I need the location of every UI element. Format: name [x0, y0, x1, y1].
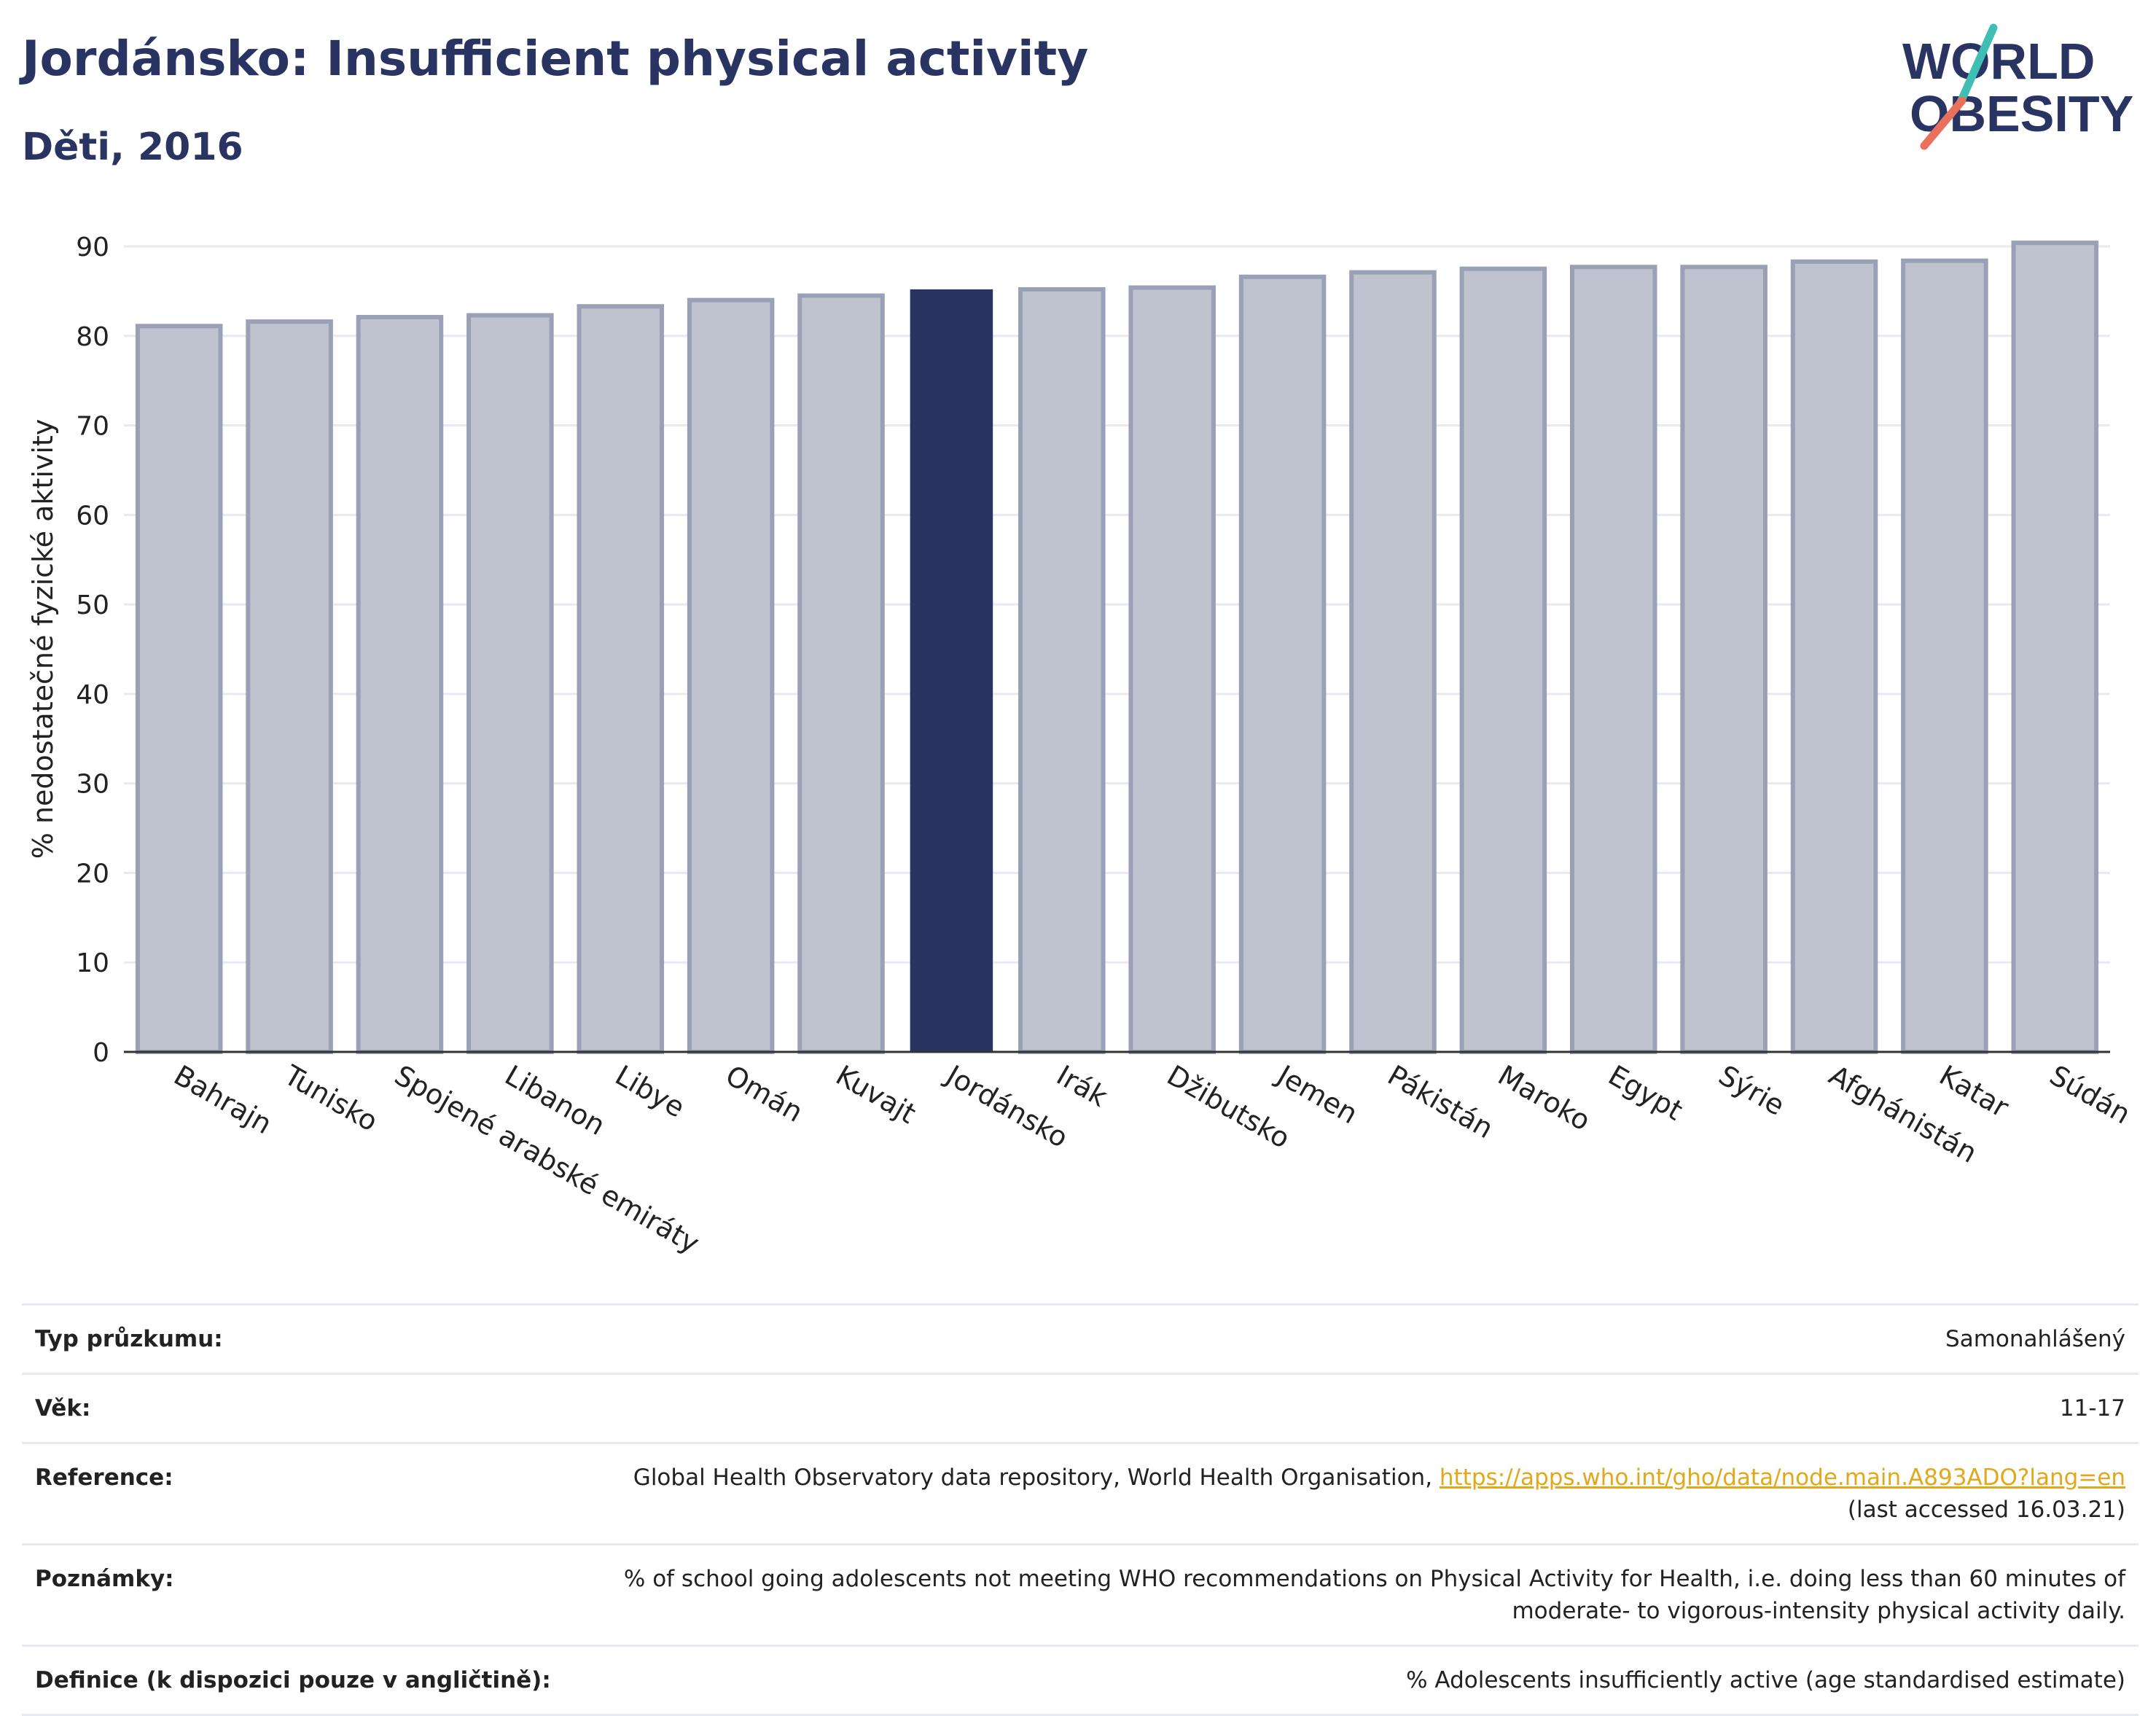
meta-row-notes: Poznámky: % of school going adolescents …	[22, 1544, 2139, 1647]
meta-label-definition: Definice (k dispozici pouze v angličtině…	[22, 1645, 564, 1716]
logo-slash-coral	[1920, 96, 1966, 150]
x-tick-label: Jordánsko	[940, 1058, 1074, 1154]
logo-slash-teal	[1956, 23, 1998, 106]
bar-highlight	[910, 289, 993, 1052]
meta-value-definition: % Adolescents insufficiently active (age…	[563, 1645, 2139, 1716]
bar	[1790, 259, 1878, 1055]
x-tick-label: Bahrajn	[168, 1059, 277, 1141]
bar	[466, 313, 554, 1055]
reference-accessed: (last accessed 16.03.21)	[1847, 1497, 2125, 1523]
meta-label-notes: Poznámky:	[22, 1544, 564, 1647]
meta-label-age: Věk:	[22, 1373, 564, 1444]
meta-label-survey: Typ průzkumu:	[22, 1303, 564, 1375]
bar	[1349, 270, 1437, 1054]
y-tick-label: 10	[76, 948, 109, 978]
bar	[1128, 285, 1216, 1054]
y-tick-label: 70	[76, 412, 109, 442]
bar-chart: 0 10 20 30 40 50 60 70 80 90 % nedostatečné fyzick…	[27, 233, 2136, 1260]
y-tick-label: 30	[76, 770, 109, 800]
page-subtitle: Děti, 2016	[22, 125, 243, 169]
meta-value-age: 11-17	[563, 1373, 2139, 1444]
page-title: Jordánsko: Insufficient physical activit…	[22, 31, 1089, 87]
meta-row-survey: Typ průzkumu: Samonahlášený	[22, 1303, 2139, 1375]
bar	[1459, 266, 1547, 1054]
x-tick-label: Džibutsko	[1162, 1059, 1296, 1155]
meta-label-reference: Reference:	[22, 1443, 564, 1545]
x-tick-label: Tunisko	[278, 1058, 383, 1138]
logo-word-obesity: OBESITY	[1910, 85, 2133, 142]
bar	[135, 324, 223, 1054]
bar	[687, 297, 775, 1055]
x-tick-label: Maroko	[1493, 1059, 1596, 1137]
y-tick-label: 40	[76, 680, 109, 710]
y-tick-label: 20	[76, 859, 109, 889]
meta-row-age: Věk: 11-17	[22, 1373, 2139, 1444]
bar	[1018, 286, 1106, 1054]
y-tick-label: 0	[93, 1038, 109, 1068]
x-tick-label: Pákistán	[1382, 1059, 1499, 1145]
x-tick-label: Súdán	[2044, 1059, 2136, 1131]
bar	[1901, 258, 1988, 1055]
bar	[2011, 241, 2099, 1055]
y-tick-label: 80	[76, 322, 109, 352]
reference-link[interactable]: https://apps.who.int/gho/data/node.main.…	[1439, 1465, 2125, 1491]
world-obesity-logo: WORLD OBESITY	[1902, 23, 2133, 150]
bar	[356, 314, 444, 1054]
metadata-table: Typ průzkumu: Samonahlášený Věk: 11-17 R…	[22, 1303, 2139, 1716]
bar	[1238, 274, 1327, 1055]
x-tick-label: Egypt	[1603, 1059, 1688, 1127]
x-tick-label: Omán	[720, 1059, 808, 1128]
meta-row-reference: Reference: Global Health Observatory dat…	[22, 1443, 2139, 1545]
bar	[1569, 265, 1657, 1054]
bar	[246, 319, 333, 1054]
x-tick-label: Irák	[1051, 1059, 1112, 1113]
x-tick-label: Katar	[1934, 1059, 2014, 1124]
meta-row-definition: Definice (k dispozici pouze v angličtině…	[22, 1645, 2139, 1716]
y-tick-label: 90	[76, 233, 109, 262]
meta-value-survey: Samonahlášený	[563, 1303, 2139, 1375]
reference-text: Global Health Observatory data repositor…	[633, 1465, 1433, 1491]
x-tick-label: Sýrie	[1714, 1059, 1790, 1122]
y-axis-label: % nedostatečné fyzické aktivity	[27, 419, 59, 859]
x-tick-label: Libye	[610, 1059, 690, 1124]
y-tick-label: 60	[76, 501, 109, 531]
meta-value-notes: % of school going adolescents not meetin…	[563, 1544, 2139, 1647]
x-tick-label: Kuvajt	[831, 1059, 921, 1130]
x-tick-label: Jemen	[1270, 1058, 1363, 1131]
bar	[577, 304, 665, 1054]
meta-value-reference: Global Health Observatory data repositor…	[563, 1443, 2139, 1545]
bar	[1680, 265, 1768, 1054]
y-tick-label: 50	[76, 590, 109, 620]
bar	[797, 293, 885, 1054]
logo-word-world: WORLD	[1902, 33, 2095, 90]
